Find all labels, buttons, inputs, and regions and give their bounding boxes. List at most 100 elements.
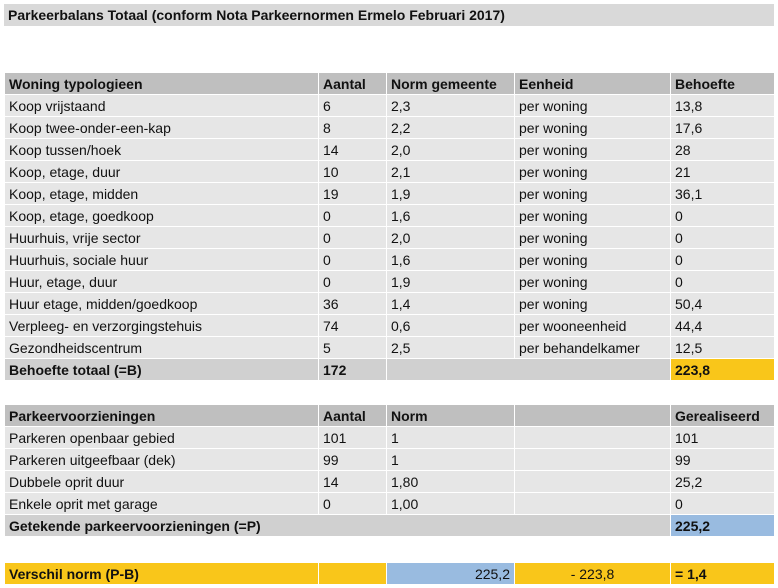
table-row: Parkeren openbaar gebied 101 1 101 bbox=[4, 426, 775, 449]
table-cell: 12,5 bbox=[670, 336, 775, 359]
verschil-b: - 223,8 bbox=[514, 562, 671, 585]
table-cell: 50,4 bbox=[670, 292, 775, 315]
behoefte-total-label: Behoefte totaal (=B) bbox=[4, 358, 319, 381]
column-header: Gerealiseerd bbox=[670, 404, 775, 427]
table-cell: 19 bbox=[318, 182, 387, 205]
woning-table: Woning typologieen Aantal Norm gemeente Een… bbox=[4, 72, 775, 381]
table-cell: 1,6 bbox=[386, 204, 515, 227]
table-cell: 17,6 bbox=[670, 116, 775, 139]
table-cell: 5 bbox=[318, 336, 387, 359]
column-header: Aantal bbox=[318, 404, 387, 427]
table-cell: per woning bbox=[514, 138, 671, 161]
table-cell: per woning bbox=[514, 270, 671, 293]
table-cell: 2,0 bbox=[386, 138, 515, 161]
table-row: Koop, etage, duur 10 2,1 per woning 21 bbox=[4, 160, 775, 183]
verschil-p: 225,2 bbox=[386, 562, 515, 585]
table-row: Parkeren uitgeefbaar (dek) 99 1 99 bbox=[4, 448, 775, 471]
column-header bbox=[514, 404, 671, 427]
table-cell: Huurhuis, vrije sector bbox=[4, 226, 319, 249]
table-cell: Koop, etage, duur bbox=[4, 160, 319, 183]
table-cell: Koop, etage, goedkoop bbox=[4, 204, 319, 227]
table-cell: 99 bbox=[670, 448, 775, 471]
table-cell bbox=[514, 426, 671, 449]
table-cell: 0 bbox=[318, 248, 387, 271]
table-cell: per woning bbox=[514, 226, 671, 249]
verschil-table: Verschil norm (P-B) 225,2 - 223,8 = 1,4 bbox=[4, 562, 775, 585]
table-cell: Koop vrijstaand bbox=[4, 94, 319, 117]
table-cell: per woning bbox=[514, 292, 671, 315]
table-cell: Huurhuis, sociale huur bbox=[4, 248, 319, 271]
table-row: Gezondheidscentrum 5 2,5 per behandelkamer 1… bbox=[4, 336, 775, 359]
table-cell bbox=[514, 470, 671, 493]
woning-header-row: Woning typologieen Aantal Norm gemeente Een… bbox=[4, 72, 775, 95]
table-cell: Koop twee-onder-een-kap bbox=[4, 116, 319, 139]
column-header: Behoefte bbox=[670, 72, 775, 95]
table-cell: 2,1 bbox=[386, 160, 515, 183]
table-cell: 1,6 bbox=[386, 248, 515, 271]
table-cell: Koop, etage, midden bbox=[4, 182, 319, 205]
table-cell: 99 bbox=[318, 448, 387, 471]
table-cell: 28 bbox=[670, 138, 775, 161]
table-cell: 2,0 bbox=[386, 226, 515, 249]
column-header: Woning typologieen bbox=[4, 72, 319, 95]
table-cell: 14 bbox=[318, 470, 387, 493]
table-cell: Huur, etage, duur bbox=[4, 270, 319, 293]
table-cell: 36,1 bbox=[670, 182, 775, 205]
table-cell: 0 bbox=[318, 270, 387, 293]
table-row: Koop, etage, midden 19 1,9 per woning 36,1 bbox=[4, 182, 775, 205]
behoefte-total-row: Behoefte totaal (=B) 172 223,8 bbox=[4, 358, 775, 381]
table-cell: 101 bbox=[670, 426, 775, 449]
table-cell: Parkeren uitgeefbaar (dek) bbox=[4, 448, 319, 471]
table-row: Koop twee-onder-een-kap 8 2,2 per woning 17,… bbox=[4, 116, 775, 139]
table-cell: 74 bbox=[318, 314, 387, 337]
verschil-row: Verschil norm (P-B) 225,2 - 223,8 = 1,4 bbox=[4, 562, 775, 585]
table-cell: Dubbele oprit duur bbox=[4, 470, 319, 493]
table-cell bbox=[514, 448, 671, 471]
table-cell: 0 bbox=[670, 204, 775, 227]
column-header: Eenheid bbox=[514, 72, 671, 95]
table-cell: per woning bbox=[514, 204, 671, 227]
table-cell: 13,8 bbox=[670, 94, 775, 117]
table-cell: Huur etage, midden/goedkoop bbox=[4, 292, 319, 315]
table-cell: 1,9 bbox=[386, 182, 515, 205]
table-cell: 0,6 bbox=[386, 314, 515, 337]
table-cell: Parkeren openbaar gebied bbox=[4, 426, 319, 449]
verschil-result: = 1,4 bbox=[670, 562, 775, 585]
table-row: Huurhuis, sociale huur 0 1,6 per woning 0 bbox=[4, 248, 775, 271]
table-row: Huur, etage, duur 0 1,9 per woning 0 bbox=[4, 270, 775, 293]
table-cell: 0 bbox=[670, 270, 775, 293]
table-cell: 0 bbox=[670, 226, 775, 249]
table-cell bbox=[514, 492, 671, 515]
behoefte-total-value: 223,8 bbox=[670, 358, 775, 381]
table-cell: 2,5 bbox=[386, 336, 515, 359]
table-cell: 6 bbox=[318, 94, 387, 117]
table-cell: per woning bbox=[514, 248, 671, 271]
table-cell: 0 bbox=[318, 226, 387, 249]
verschil-label: Verschil norm (P-B) bbox=[4, 562, 319, 585]
table-cell: Enkele oprit met garage bbox=[4, 492, 319, 515]
table-cell: per woning bbox=[514, 160, 671, 183]
parkeer-total-row: Getekende parkeervoorzieningen (=P) 225,2 bbox=[4, 514, 775, 537]
table-cell: Gezondheidscentrum bbox=[4, 336, 319, 359]
table-cell: 0 bbox=[670, 492, 775, 515]
table-cell: 8 bbox=[318, 116, 387, 139]
table-cell: per woning bbox=[514, 116, 671, 139]
table-row: Koop vrijstaand 6 2,3 per woning 13,8 bbox=[4, 94, 775, 117]
table-cell: per wooneenheid bbox=[514, 314, 671, 337]
table-cell: 2,3 bbox=[386, 94, 515, 117]
column-header: Norm gemeente bbox=[386, 72, 515, 95]
table-cell: 0 bbox=[318, 204, 387, 227]
table-cell: 21 bbox=[670, 160, 775, 183]
table-cell: 36 bbox=[318, 292, 387, 315]
table-row: Koop, etage, goedkoop 0 1,6 per woning 0 bbox=[4, 204, 775, 227]
table-cell: 14 bbox=[318, 138, 387, 161]
table-cell: 1,00 bbox=[386, 492, 515, 515]
table-cell: per woning bbox=[514, 182, 671, 205]
parkeer-total-value: 225,2 bbox=[670, 514, 775, 537]
verschil-empty bbox=[318, 562, 387, 585]
column-header: Parkeervoorzieningen bbox=[4, 404, 319, 427]
table-row: Huur etage, midden/goedkoop 36 1,4 per woni… bbox=[4, 292, 775, 315]
table-cell: 1,9 bbox=[386, 270, 515, 293]
parkeer-table: Parkeervoorzieningen Aantal Norm Gerealisee… bbox=[4, 404, 775, 537]
